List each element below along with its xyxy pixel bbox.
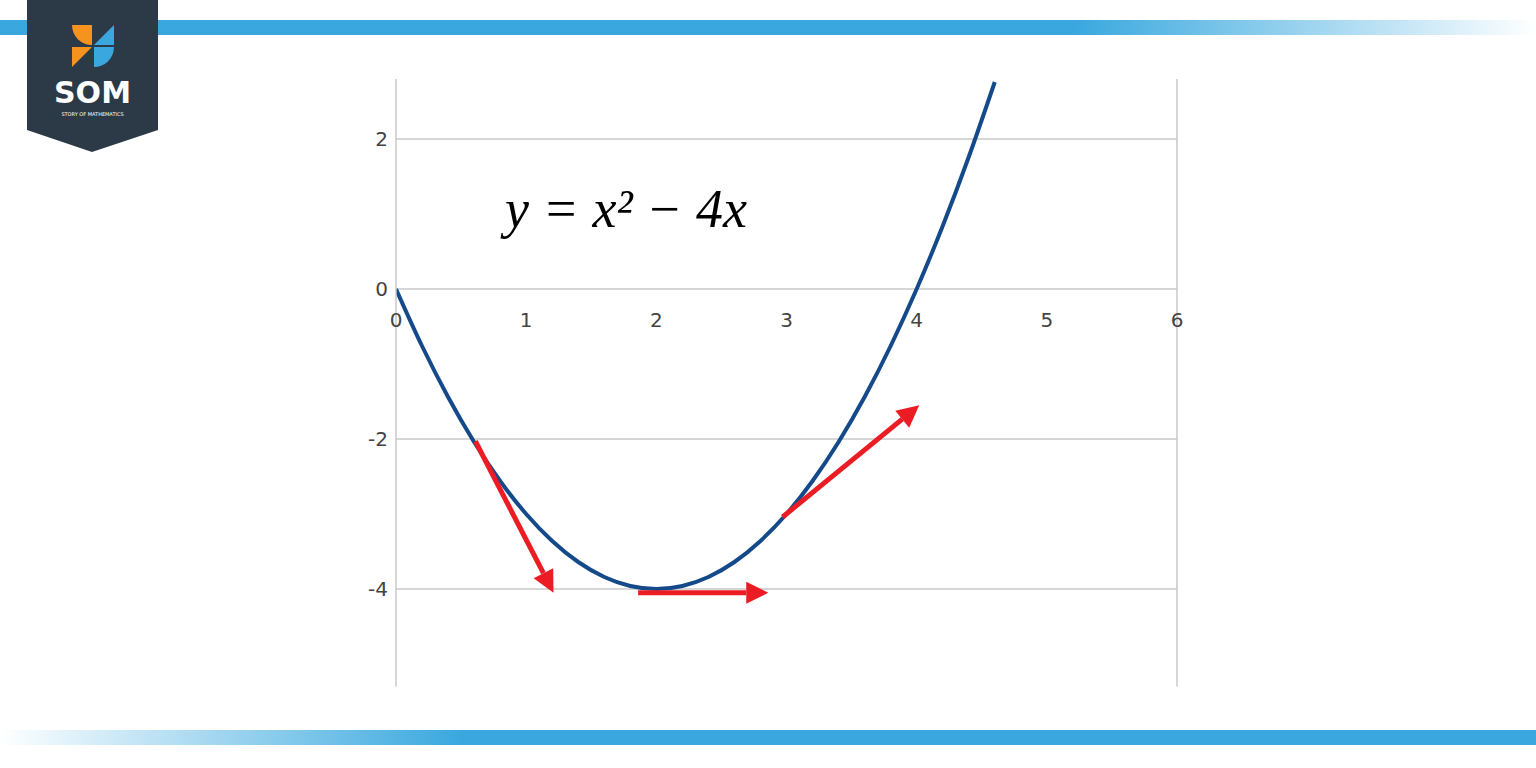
- svg-text:0: 0: [390, 308, 403, 332]
- svg-text:2: 2: [650, 308, 663, 332]
- svg-text:2: 2: [375, 127, 388, 151]
- html-text:y = x² − 4x: y = x² − 4x: [505, 179, 747, 239]
- svg-text:1: 1: [520, 308, 533, 332]
- svg-text:-2: -2: [368, 427, 388, 451]
- svg-text:0: 0: [375, 277, 388, 301]
- html-text:SOM: SOM: [54, 75, 131, 110]
- svg-text:5: 5: [1040, 308, 1053, 332]
- html-text:STORY OF MATHEMATICS: STORY OF MATHEMATICS: [61, 111, 124, 117]
- svg-text:6: 6: [1171, 308, 1184, 332]
- svg-text:3: 3: [780, 308, 793, 332]
- svg-text:4: 4: [910, 308, 923, 332]
- svg-text:-4: -4: [368, 577, 388, 601]
